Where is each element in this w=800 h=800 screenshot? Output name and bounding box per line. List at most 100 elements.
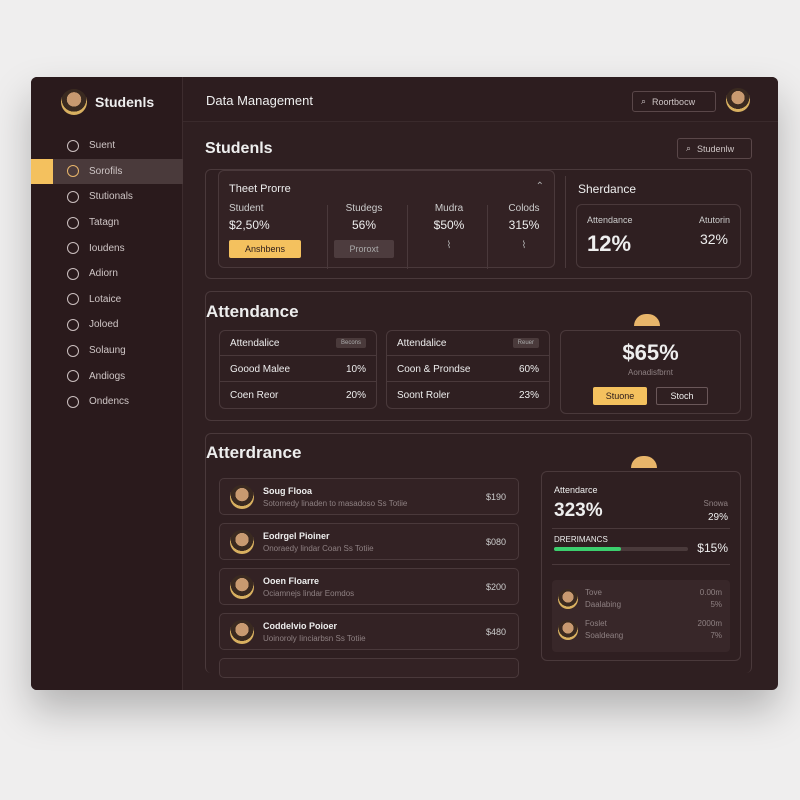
progress-bar (554, 547, 688, 551)
sidebar-item-label: Joloed (89, 319, 119, 331)
stat-value: 56% (351, 218, 377, 232)
list-item[interactable]: Soug Flooa Sotomedy linaden to masadoso S… (219, 478, 519, 515)
table-row: Goood Malee 10% (220, 357, 376, 382)
divider (327, 205, 328, 269)
sidebar-item-5[interactable]: Adiorn (31, 261, 183, 287)
sidebar-item-label: Adiorn (89, 268, 118, 280)
row-value: 20% (345, 390, 366, 401)
table-badge: Becons (335, 338, 366, 348)
row-label: Soont Roler (397, 390, 450, 401)
app-window: Studenls Suent Sorofils Stutionals Tatagn Io… (31, 77, 778, 690)
attendance-summary: Attendance 12% Atutorin 32% (576, 204, 741, 268)
user-badge-icon (67, 370, 79, 383)
item-amount: $190 (485, 492, 506, 502)
row-value: 60% (518, 363, 539, 375)
row-label: Goood Malee (230, 363, 291, 375)
person-sub: Soaldeang (585, 631, 624, 640)
home-icon (67, 139, 79, 152)
list-item[interactable]: Ooen Floarre Ociamnejs lindar Eomdos $200 (219, 568, 519, 605)
students-search[interactable]: ⌕ Studenlw (677, 138, 752, 159)
a-value: 12% (587, 231, 632, 256)
sidebar-item-label: Stutionals (89, 191, 133, 203)
sidebar-item-2[interactable]: Stutionals (31, 184, 183, 210)
divider (487, 205, 488, 269)
sidebar-item-1[interactable]: Sorofils (31, 158, 183, 185)
panel-right-value: 29% (707, 512, 728, 523)
list-item[interactable]: Coddelvio Poioer Uoinoroly Iinciarbsn Ss … (219, 613, 519, 650)
sidebar-item-label: Tatagn (89, 217, 120, 229)
avatar (230, 530, 254, 554)
panel-value: 323% (554, 500, 603, 521)
avatar (230, 485, 254, 509)
collapse-icon[interactable]: ⌃ (535, 181, 544, 192)
header-title: Data Management (206, 93, 313, 108)
user-icon (67, 395, 79, 408)
b-value: 32% (699, 231, 728, 247)
table-row: Coen Reor 20% (220, 383, 376, 408)
header: Data Management ⌕ Roortbocw (183, 77, 778, 122)
sidebar-item-6[interactable]: Lotaice (31, 287, 183, 313)
search-input[interactable]: Roortbocw (652, 96, 696, 107)
person-name: Foslet (585, 619, 607, 628)
primary-button[interactable]: Stuone (593, 387, 647, 405)
item-desc: Uoinoroly Iinciarbsn Ss Totiie (263, 634, 366, 643)
secondary-button[interactable]: Stoch (656, 387, 708, 405)
person-v2: 5% (710, 600, 722, 609)
person-sub: Daalabing (585, 600, 622, 609)
item-name: Eodrgel Pioiner (263, 531, 330, 541)
attendance-table: Attendalice Reuer Coon & Prondse 60% Soont R… (386, 330, 550, 409)
list-item[interactable] (219, 658, 519, 678)
sidebar-item-7[interactable]: Joloed (31, 312, 183, 338)
total-value: $65% (622, 340, 679, 365)
stat-column: Studegs 56% Proroxt (334, 203, 394, 258)
list-title: Atterdrance (206, 443, 302, 462)
item-name: Ooen Floarre (263, 576, 320, 586)
brand: Studenls (61, 89, 154, 115)
avatar (558, 589, 578, 609)
stat-column: Mudra $50% ⌇ (419, 203, 479, 251)
brand-title: Studenls (95, 94, 155, 110)
search-icon: ⌕ (686, 143, 692, 153)
sidebar-item-4[interactable]: Ioudens (31, 235, 183, 261)
sidebar-item-9[interactable]: Andiogs (31, 363, 183, 389)
table-header: Attendalice (397, 337, 447, 349)
stat-column: Colods 315% ⌇ (494, 203, 554, 251)
person-v1: 0.00m (699, 588, 722, 597)
stats-panel: Attendarce 323% Snowa 29% DRERIMANCS $15… (541, 471, 741, 661)
stat-button[interactable]: Anshbens (229, 240, 301, 258)
sidebar-item-3[interactable]: Tatagn (31, 210, 183, 236)
avatar (230, 620, 254, 644)
students-title: Studenls (205, 140, 273, 157)
a-label: Attendance (587, 215, 633, 225)
item-amount: $480 (485, 627, 506, 637)
table-header: Attendalice (230, 337, 280, 349)
row-value: 10% (345, 363, 366, 375)
person-row: Tove Daalabing 0.00m 5% (552, 586, 730, 614)
person-v1: 2000m (697, 619, 722, 628)
item-name: Coddelvio Poioer (263, 621, 338, 631)
panel-label: Attendarce (554, 485, 598, 495)
sidebar: Studenls Suent Sorofils Stutionals Tatagn Io… (31, 77, 183, 690)
stat-label: Colods (508, 203, 540, 214)
attendance-table: Attendalice Becons Goood Malee 10% Coen Reor… (219, 330, 377, 409)
sidebar-item-10[interactable]: Ondencs (31, 389, 183, 415)
item-desc: Sotomedy linaden to masadoso Ss Totiie (263, 499, 408, 508)
row-label: Coon & Prondse (397, 363, 471, 375)
stat-button[interactable]: Proroxt (334, 240, 394, 258)
list-item[interactable]: Eodrgel Pioiner Onoraedy lindar Coan Ss T… (219, 523, 519, 560)
user-avatar[interactable] (726, 88, 750, 112)
stat-label: Student (229, 203, 264, 214)
avatar (230, 575, 254, 599)
sidebar-item-label: Ioudens (89, 242, 125, 254)
sidebar-item-0[interactable]: Suent (31, 133, 183, 159)
stat-value: $2,50% (229, 218, 270, 232)
header-search[interactable]: ⌕ Roortbocw (632, 91, 716, 112)
attendance-section: Attendance Attendalice Becons Goood Malee 1… (205, 291, 752, 421)
sidebar-item-label: Ondencs (89, 396, 130, 408)
person-name: Tove (585, 588, 602, 597)
item-name: Soug Flooa (263, 486, 312, 496)
sidebar-item-8[interactable]: Solaung (31, 338, 183, 364)
total-caption: Aonadisfbrnt (628, 368, 673, 377)
document-icon (67, 293, 79, 306)
chart-icon: ⌇ (446, 240, 452, 251)
